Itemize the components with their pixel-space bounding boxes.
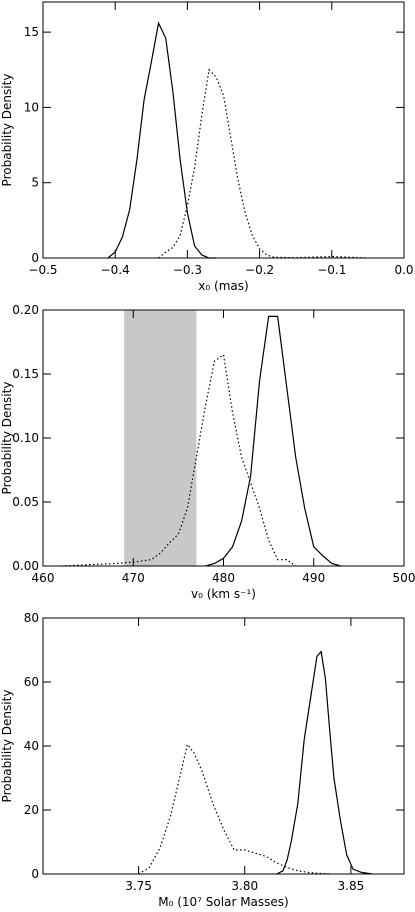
x-axis-label: x₀ (mas)	[198, 279, 248, 293]
x-tick-label: −0.5	[28, 263, 57, 277]
series-dotted-line	[158, 68, 368, 259]
plot-frame	[42, 617, 405, 875]
x-tick-label: 490	[302, 571, 325, 585]
y-tick-label: 0	[31, 251, 39, 265]
y-tick-label: 40	[24, 739, 39, 753]
x-tick-label: 470	[122, 571, 145, 585]
y-tick-label: 5	[31, 176, 39, 190]
y-tick-label: 0.20	[12, 303, 39, 317]
series-solid-line	[205, 315, 341, 567]
y-axis-label: Probability Density	[0, 690, 14, 803]
x-tick-label: 0.0	[394, 263, 413, 277]
x-tick-label: −0.4	[101, 263, 130, 277]
x-tick-label: 480	[212, 571, 235, 585]
x-tick-label: −0.2	[245, 263, 274, 277]
plot-frame	[42, 309, 405, 567]
chart-panel-1: −0.5 −0.4 −0.3 −0.2 −0.1 0.0 0 5 10 15 x₀ (mas) Pro…	[0, 1, 414, 293]
x-axis-label: v₀ (km s⁻¹)	[191, 587, 256, 601]
y-tick-label: 10	[24, 100, 39, 114]
shaded-band	[124, 310, 197, 566]
x-tick-label: 460	[32, 571, 55, 585]
chart-panel-2: 460 470 480 490 500 0.00 0.05 0.10 0.15 0.20 v₀ (k…	[0, 303, 415, 601]
series-solid-line	[107, 21, 217, 259]
y-tick-label: 60	[24, 675, 39, 689]
y-axis-label: Probability Density	[0, 74, 14, 187]
series-dotted-line	[138, 743, 330, 875]
y-tick-label: 80	[24, 611, 39, 625]
x-tick-label: 3.75	[125, 879, 152, 893]
y-tick-label: 15	[24, 25, 39, 39]
y-tick-label: 0.00	[12, 559, 39, 573]
series-dotted-line	[61, 353, 297, 567]
y-axis-label: Probability Density	[0, 382, 14, 495]
plot-frame	[42, 1, 405, 259]
y-tick-label: 0.15	[12, 367, 39, 381]
x-axis-label: M₀ (10⁷ Solar Masses)	[158, 895, 288, 909]
x-tick-label: 3.85	[338, 879, 365, 893]
x-tick-label: 3.80	[231, 879, 258, 893]
y-tick-label: 0	[31, 867, 39, 881]
series-solid-line	[276, 650, 373, 875]
y-tick-label: 0.05	[12, 495, 39, 509]
y-tick-label: 0.10	[12, 431, 39, 445]
x-tick-label: 500	[393, 571, 415, 585]
x-tick-label: −0.1	[317, 263, 346, 277]
y-tick-label: 20	[24, 803, 39, 817]
chart-panel-3: 3.75 3.80 3.85 0 20 40 60 80 M₀ (10⁷ Solar Masse…	[0, 611, 405, 909]
x-tick-label: −0.3	[173, 263, 202, 277]
